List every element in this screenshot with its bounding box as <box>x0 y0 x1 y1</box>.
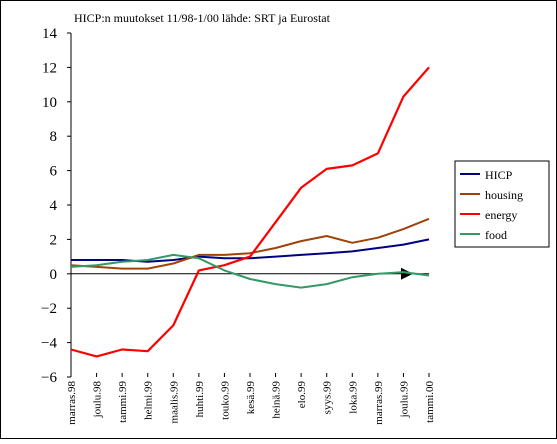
legend: HICP housing energy food <box>454 160 550 248</box>
x-tick-label: joulu.99 <box>398 381 410 419</box>
x-tick-label: elo.99 <box>296 381 308 409</box>
legend-label: food <box>485 228 507 242</box>
y-tick-label: 2 <box>50 232 58 248</box>
legend-label: HICP <box>485 168 513 182</box>
y-tick-label: 14 <box>42 26 58 42</box>
legend-box <box>454 160 550 248</box>
x-tick-label: maalis.99 <box>168 381 180 424</box>
y-tick-label: 12 <box>42 60 57 76</box>
x-tick-label: joulu.98 <box>92 381 104 419</box>
x-tick-label: touko.99 <box>219 381 231 420</box>
y-tick-label: −2 <box>41 301 57 317</box>
x-tick-label: huhti.99 <box>194 381 206 418</box>
x-tick-label: heinä.99 <box>271 381 283 419</box>
zero-line-arrow <box>401 267 413 280</box>
series-line-food <box>70 253 430 289</box>
legend-label: housing <box>485 188 523 202</box>
x-tick-label: tammi.99 <box>117 381 129 423</box>
x-tick-label: loka.99 <box>347 381 359 414</box>
y-tick-label: 4 <box>50 198 58 214</box>
y-tick-label: 0 <box>50 267 58 283</box>
y-tick-label: −6 <box>41 370 57 386</box>
series-line-housing <box>70 217 430 270</box>
y-axis: −6 −4 −2 0 2 4 6 8 10 12 14 <box>41 26 72 386</box>
x-tick-label: marras.99 <box>373 381 385 425</box>
x-axis: marras.98 joulu.98 tammi.99 helmi.99 maalis.… <box>66 267 436 425</box>
x-tick-label: syys.99 <box>322 381 334 415</box>
y-tick-label: 10 <box>42 95 57 111</box>
legend-label: energy <box>485 208 517 222</box>
x-tick-label: helmi.99 <box>143 381 155 420</box>
chart-title: HICP:n muutokset 11/98-1/00 lähde: SRT j… <box>74 11 331 25</box>
series-line-energy <box>70 66 430 358</box>
x-tick-label: marras.98 <box>66 381 78 425</box>
y-tick-label: 8 <box>50 129 58 145</box>
x-tick-label: tammi.00 <box>424 381 436 423</box>
series-layer <box>70 66 430 358</box>
y-tick-label: 6 <box>50 164 58 180</box>
y-tick-label: −4 <box>41 336 57 352</box>
x-tick-label: kesä.99 <box>245 381 257 415</box>
